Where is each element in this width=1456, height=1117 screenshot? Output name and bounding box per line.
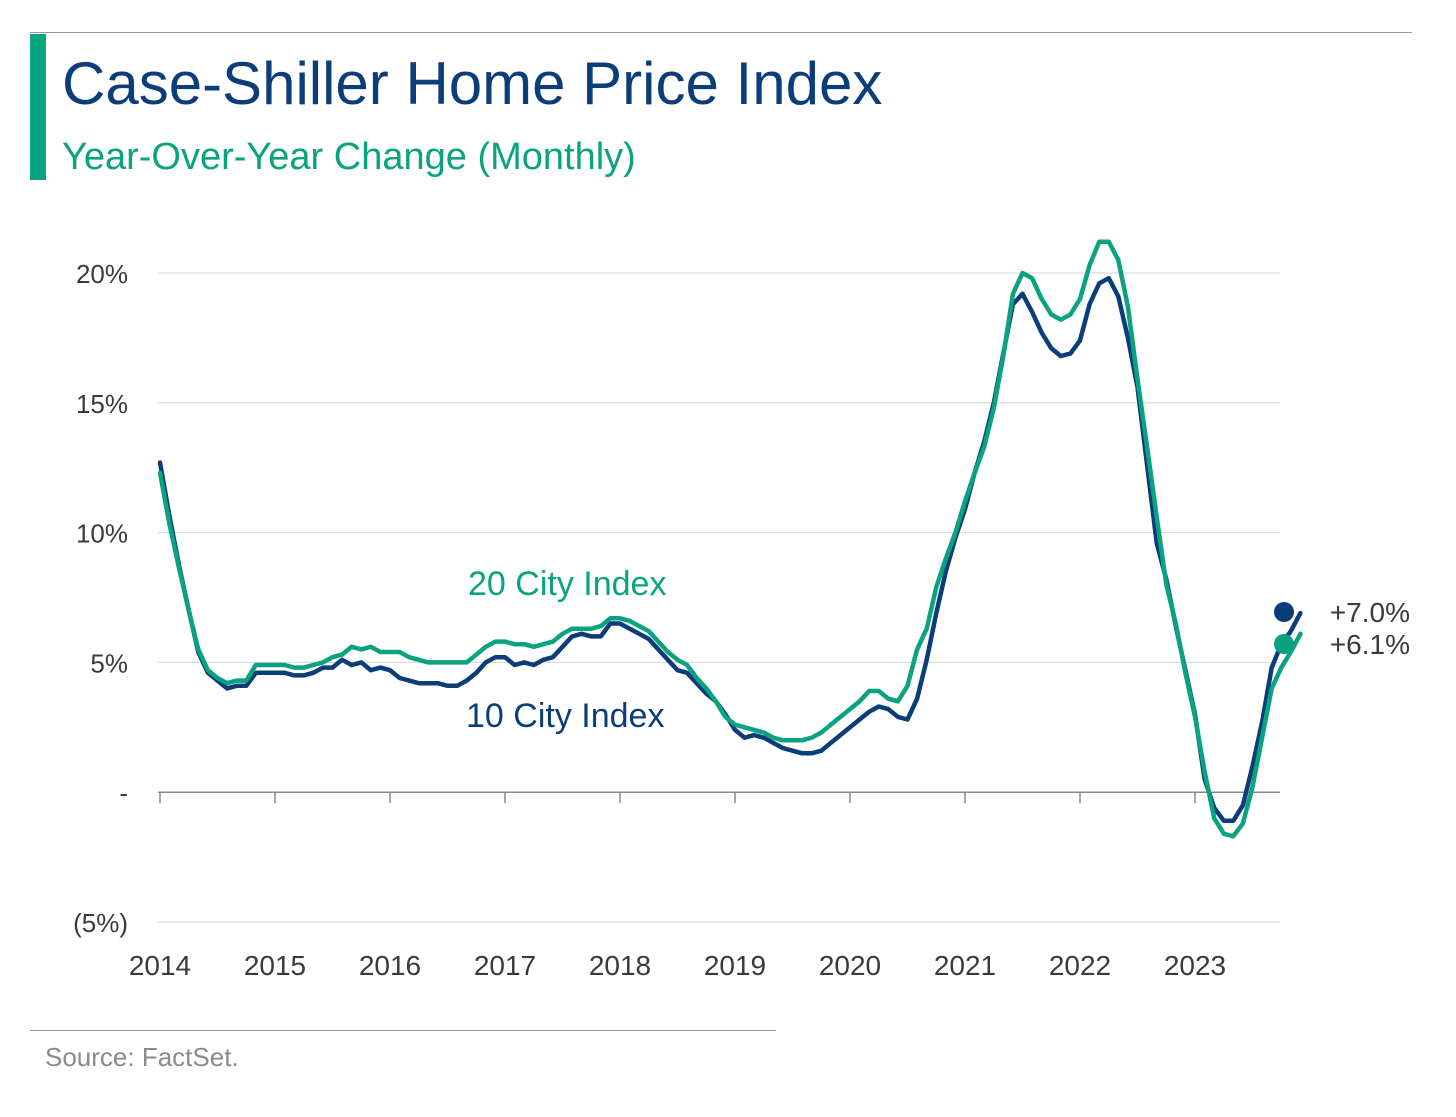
x-tick-label: 2023 bbox=[1164, 950, 1226, 981]
x-tick-label: 2015 bbox=[244, 950, 306, 981]
end-value-label-20-city-index: +6.1% bbox=[1330, 629, 1410, 660]
annotation-20-city-index: 20 City Index bbox=[468, 565, 666, 603]
series-line-10-city-index bbox=[157, 275, 1303, 824]
source-rule bbox=[30, 1030, 776, 1031]
series-lines bbox=[157, 239, 1303, 839]
page-subtitle: Year-Over-Year Change (Monthly) bbox=[62, 136, 636, 178]
x-axis-tick-labels: 2014 2015 2016 2017 2018 2019 2020 2021 2022 2023 bbox=[129, 950, 1226, 981]
page-title: Case-Shiller Home Price Index bbox=[62, 50, 883, 117]
y-tick-label: 5% bbox=[90, 648, 128, 678]
x-tick-label: 2019 bbox=[704, 950, 766, 981]
x-tick-label: 2021 bbox=[934, 950, 996, 981]
x-tick-label: 2020 bbox=[819, 950, 881, 981]
x-tick-label: 2014 bbox=[129, 950, 191, 981]
end-marker-20-city-index bbox=[1274, 634, 1294, 654]
end-value-markers: +7.0%+6.1% bbox=[1274, 597, 1410, 660]
x-tick-label: 2017 bbox=[474, 950, 536, 981]
accent-bar bbox=[30, 34, 46, 180]
x-tick-label: 2018 bbox=[589, 950, 651, 981]
series-line-20-city-index bbox=[157, 239, 1303, 839]
grid-lines bbox=[158, 272, 1280, 923]
y-tick-label: 15% bbox=[76, 389, 128, 419]
y-axis-tick-labels: 20% 15% 10% 5% - (5%) bbox=[73, 259, 128, 938]
y-tick-label: 10% bbox=[76, 519, 128, 549]
end-value-label-10-city-index: +7.0% bbox=[1330, 597, 1410, 628]
y-tick-label: 20% bbox=[76, 259, 128, 289]
annotation-10-city-index: 10 City Index bbox=[466, 697, 664, 735]
top-rule bbox=[30, 32, 1412, 33]
y-tick-label: - bbox=[119, 778, 128, 808]
source-note: Source: FactSet. bbox=[45, 1042, 239, 1072]
x-tick-label: 2022 bbox=[1049, 950, 1111, 981]
series-annotations: 20 City Index 10 City Index bbox=[466, 565, 666, 735]
y-tick-label: (5%) bbox=[73, 908, 128, 938]
x-tick-label: 2016 bbox=[359, 950, 421, 981]
end-marker-10-city-index bbox=[1274, 602, 1294, 622]
x-axis bbox=[158, 791, 1280, 804]
